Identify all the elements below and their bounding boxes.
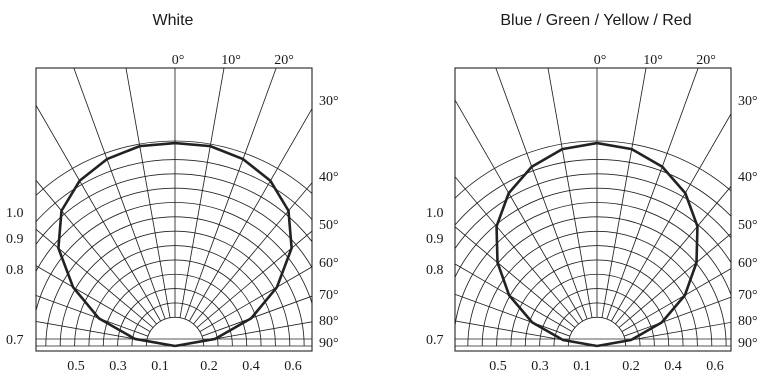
grid-spoke — [203, 321, 312, 342]
bottom-tick-label: 0.6 — [284, 359, 302, 374]
angle-tick-label: 60° — [738, 256, 758, 271]
angle-tick-label: 30° — [319, 94, 339, 109]
grid-spoke — [36, 294, 149, 337]
chart-panel: Blue / Green / Yellow / Red 0° 10° 20° 30° 40… — [426, 12, 758, 374]
bottom-tick-label: 0.4 — [242, 359, 260, 374]
angle-tick-label: 80° — [319, 314, 339, 329]
plot-frame — [35, 67, 313, 352]
grid-spoke — [36, 321, 147, 342]
angle-tick-label: 70° — [738, 288, 758, 303]
grid-spoke — [188, 107, 312, 322]
grid-spoke — [455, 99, 584, 322]
plot-frame — [454, 67, 732, 352]
grid-spoke — [606, 68, 699, 320]
grid-spoke — [495, 68, 588, 320]
grid-arc — [567, 316, 627, 347]
angle-tick-label: 30° — [738, 94, 758, 109]
bottom-tick-label: 0.6 — [706, 359, 724, 374]
grid-spoke — [547, 68, 593, 318]
radial-tick-label: 0.8 — [426, 263, 444, 278]
grid-spoke — [201, 295, 312, 337]
angle-tick-label: 10° — [643, 53, 663, 68]
radial-tick-label: 1.0 — [6, 206, 24, 221]
bottom-tick-label: 0.5 — [489, 359, 507, 374]
bottom-tick-label: 0.3 — [531, 359, 549, 374]
bottom-tick-label: 0.4 — [664, 359, 682, 374]
grid-spoke — [455, 176, 579, 325]
grid-spoke — [455, 320, 569, 342]
angle-tick-label: 50° — [319, 218, 339, 233]
grid-spoke — [615, 185, 731, 325]
radial-tick-label: 0.8 — [6, 263, 24, 278]
grid-spoke — [625, 321, 731, 342]
grid-spoke — [184, 68, 277, 320]
grid-spoke — [621, 268, 731, 333]
grid-spoke — [179, 68, 225, 318]
angle-tick-label: 10° — [221, 53, 241, 68]
radial-tick-label: 0.9 — [6, 232, 24, 247]
angle-tick-label: 90° — [738, 336, 758, 351]
angle-tick-label: 0° — [172, 53, 185, 68]
grid-spoke — [73, 68, 166, 320]
radial-tick-label: 0.7 — [6, 333, 24, 348]
grid-spoke — [199, 266, 312, 333]
grid-spoke — [618, 233, 731, 328]
angle-tick-label: 20° — [274, 53, 294, 68]
grid-spoke — [36, 179, 157, 325]
grid-spoke — [455, 263, 573, 333]
grid-spoke — [610, 113, 731, 322]
angle-tick-label: 40° — [319, 170, 339, 185]
grid-spoke — [36, 228, 154, 328]
angle-tick-label: 40° — [738, 170, 758, 185]
bottom-tick-label: 0.1 — [573, 359, 591, 374]
bottom-tick-label: 0.2 — [622, 359, 640, 374]
chart-title: Blue / Green / Yellow / Red — [500, 12, 691, 29]
intensity-curve — [57, 141, 293, 348]
radial-tick-label: 0.7 — [426, 333, 444, 348]
grid-spoke — [455, 293, 571, 337]
grid-spoke — [193, 182, 312, 325]
bottom-tick-label: 0.2 — [200, 359, 218, 374]
angle-tick-label: 90° — [319, 336, 339, 351]
angle-tick-label: 70° — [319, 288, 339, 303]
intensity-curve — [495, 141, 699, 348]
grid-spoke — [36, 104, 162, 322]
radial-tick-label: 1.0 — [426, 206, 444, 221]
grid-spoke — [601, 68, 647, 318]
grid-spoke — [125, 68, 171, 318]
grid-spoke — [455, 226, 576, 328]
angle-tick-label: 60° — [319, 256, 339, 271]
grid-spoke — [196, 230, 312, 328]
chart-title: White — [153, 12, 194, 29]
grid-arc — [145, 316, 205, 347]
bottom-tick-label: 0.5 — [67, 359, 85, 374]
grid-spoke — [623, 296, 731, 337]
bottom-tick-label: 0.1 — [151, 359, 169, 374]
angle-tick-label: 20° — [696, 53, 716, 68]
angle-tick-label: 0° — [594, 53, 607, 68]
polar-grid — [455, 68, 731, 347]
angle-tick-label: 80° — [738, 314, 758, 329]
radial-tick-label: 0.9 — [426, 232, 444, 247]
polar-grid — [36, 68, 312, 347]
angle-tick-label: 50° — [738, 218, 758, 233]
bottom-tick-label: 0.3 — [109, 359, 127, 374]
grid-spoke — [36, 265, 151, 333]
